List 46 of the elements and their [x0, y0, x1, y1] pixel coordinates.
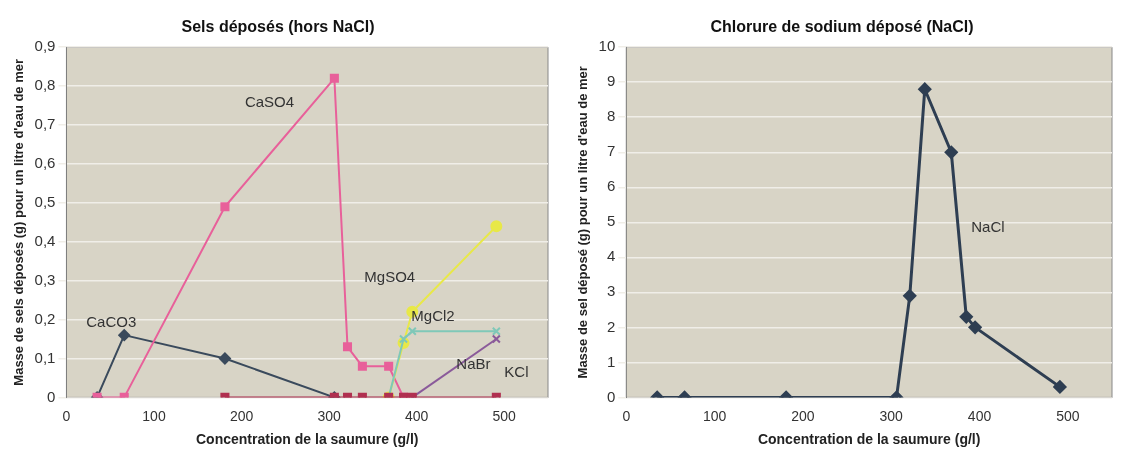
- series-label: KCl: [504, 363, 529, 381]
- y-tick-label: 7: [606, 142, 616, 160]
- y-tick-label: 9: [606, 72, 616, 90]
- x-axis-title: Concentration de la saumure (g/l): [757, 431, 981, 448]
- y-tick-label: 0,1: [34, 348, 56, 366]
- x-tick-label: 300: [879, 407, 904, 424]
- y-tick-label: 0,3: [34, 270, 56, 288]
- x-tick-label: 100: [702, 407, 727, 424]
- x-tick-label: 400: [404, 407, 429, 424]
- y-tick-label: 10: [598, 37, 616, 55]
- chart-title: Chlorure de sodium déposé (NaCl): [710, 18, 974, 36]
- y-tick-label: 4: [606, 247, 616, 265]
- y-tick-label: 8: [606, 107, 616, 125]
- y-tick-label: 0,5: [34, 192, 56, 210]
- series-label: NaBr: [456, 355, 491, 373]
- y-tick-label: 0,9: [34, 37, 56, 55]
- y-tick-label: 0: [606, 387, 616, 405]
- series-label: CaSO4: [244, 92, 295, 110]
- y-tick-label: 5: [606, 212, 616, 230]
- x-axis-title: Concentration de la saumure (g/l): [195, 431, 419, 448]
- y-tick-label: 0,6: [34, 154, 56, 172]
- y-axis-title: Masse de sels déposés (g) pour un litre d'eau de mer: [11, 58, 27, 386]
- series-label: MgCl2: [411, 307, 455, 325]
- x-tick-label: 0: [622, 407, 631, 424]
- y-tick-label: 3: [606, 282, 616, 300]
- x-tick-label: 300: [317, 407, 342, 424]
- x-tick-label: 500: [1056, 407, 1080, 424]
- y-tick-label: 1: [606, 352, 616, 370]
- y-tick-label: 6: [606, 177, 616, 195]
- x-tick-label: 100: [142, 407, 166, 424]
- y-tick-label: 0,8: [34, 76, 56, 94]
- chart-title: Sels déposés (hors NaCl): [181, 18, 375, 36]
- y-tick-label: 0,4: [34, 231, 56, 249]
- series-label: CaCO3: [86, 313, 137, 331]
- x-tick-label: 400: [967, 407, 992, 424]
- y-tick-label: 0: [47, 387, 56, 405]
- y-tick-label: 0,2: [34, 309, 56, 327]
- x-tick-label: 200: [229, 407, 254, 424]
- x-tick-label: 0: [62, 407, 71, 424]
- series-label: NaCl: [971, 218, 1005, 236]
- series-label: MgSO4: [364, 267, 416, 285]
- y-axis-title: Masse de sel déposé (g) pour un litre d'eau de mer: [575, 66, 591, 379]
- x-tick-label: 500: [492, 407, 517, 424]
- x-tick-label: 200: [791, 407, 815, 424]
- y-tick-label: 2: [606, 317, 616, 335]
- y-tick-label: 0,7: [34, 115, 56, 133]
